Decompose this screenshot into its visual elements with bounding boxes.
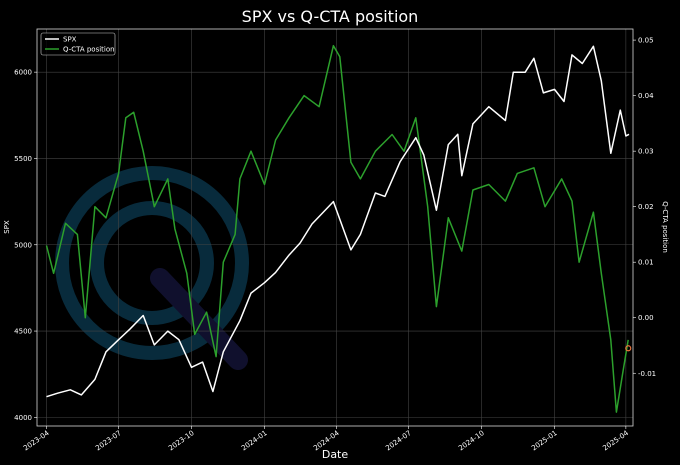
y2-tick-label: 0.04 (638, 92, 654, 100)
watermark-logo-icon (55, 166, 249, 370)
legend-label-spx: SPX (63, 36, 77, 44)
legend-box (40, 32, 116, 56)
y2-axis-label: Q-CTA position (661, 201, 669, 253)
x-axis-label: Date (322, 448, 349, 461)
y-axis-ticks: 4000 4500 5000 5500 6000 (14, 69, 37, 422)
y2-tick-label: 0.01 (638, 259, 654, 267)
y2-tick-label: 0.05 (638, 37, 654, 45)
y-tick-label: 4500 (14, 328, 32, 336)
plot-frame (36, 28, 634, 427)
y-tick-label: 4000 (14, 414, 32, 422)
y2-axis-ticks: -0.01 0.00 0.01 0.02 0.03 0.04 0.05 (633, 37, 656, 378)
y-tick-label: 5000 (14, 241, 32, 249)
legend: SPX Q-CTA position (40, 32, 116, 56)
series-layer (45, 44, 632, 413)
chart-title: SPX vs Q-CTA position (242, 7, 419, 26)
y-tick-label: 6000 (14, 69, 32, 77)
series-line-spx (46, 45, 630, 398)
plot-area (36, 28, 634, 427)
y2-tick-label: 0.00 (638, 314, 654, 322)
y2-tick-label: 0.03 (638, 148, 654, 156)
y-tick-label: 5500 (14, 155, 32, 163)
y-axis-label: SPX (3, 220, 11, 234)
last-value-marker (625, 345, 632, 352)
grid (37, 29, 633, 426)
y2-tick-label: -0.01 (638, 370, 656, 378)
series-line-q-cta-position (45, 44, 629, 413)
legend-label-qcta: Q-CTA position (63, 46, 115, 54)
y2-tick-label: 0.02 (638, 203, 654, 211)
